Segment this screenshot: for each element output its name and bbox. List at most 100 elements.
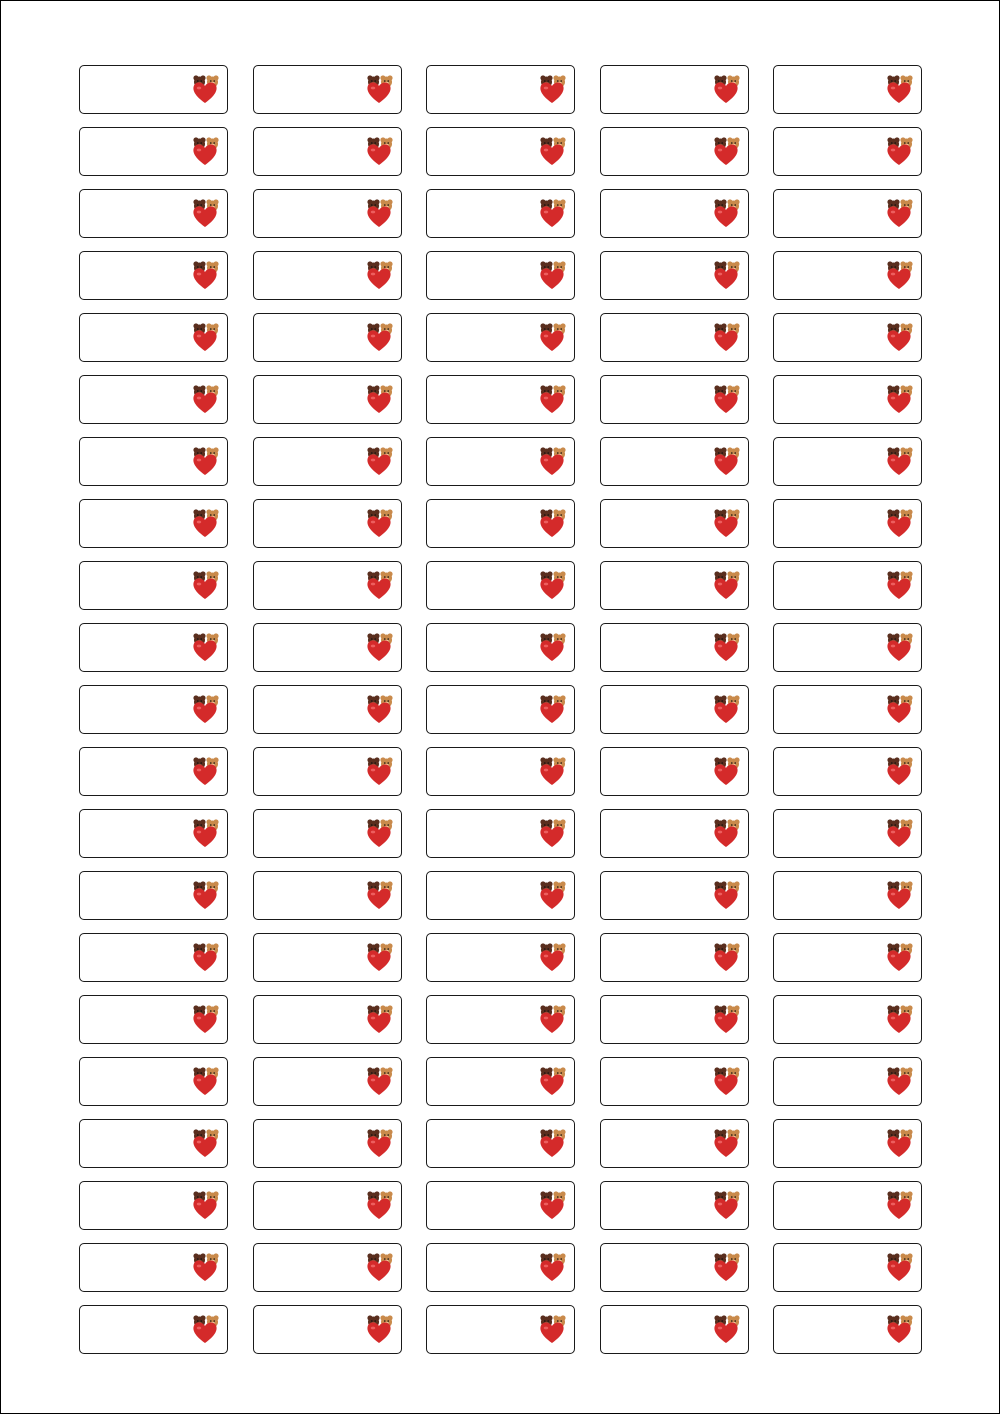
label-cell xyxy=(773,1057,922,1106)
label-cell xyxy=(79,1119,228,1168)
label-cell xyxy=(79,995,228,1044)
label-cell xyxy=(252,313,402,362)
label-cell xyxy=(252,1305,402,1354)
label-cell xyxy=(426,1181,575,1230)
label-cell xyxy=(426,871,575,920)
label-cell xyxy=(773,1181,922,1230)
label-grid xyxy=(79,65,922,1354)
label-cell xyxy=(599,995,749,1044)
label-cell xyxy=(252,809,402,858)
label-cell xyxy=(599,127,749,176)
label-cell xyxy=(773,251,922,300)
label-cell xyxy=(252,189,402,238)
label-cell xyxy=(252,437,402,486)
label-cell xyxy=(426,561,575,610)
label-cell xyxy=(599,1181,749,1230)
label-cell xyxy=(79,1243,228,1292)
label-cell xyxy=(599,1243,749,1292)
label-cell xyxy=(426,933,575,982)
label-cell xyxy=(252,933,402,982)
label-cell xyxy=(426,995,575,1044)
label-cell xyxy=(252,499,402,548)
label-cell xyxy=(426,809,575,858)
label-cell xyxy=(252,251,402,300)
label-cell xyxy=(252,375,402,424)
label-cell xyxy=(252,1181,402,1230)
label-cell xyxy=(79,809,228,858)
label-cell xyxy=(773,747,922,796)
label-cell xyxy=(599,1057,749,1106)
label-cell xyxy=(426,437,575,486)
label-cell xyxy=(252,623,402,672)
label-cell xyxy=(252,127,402,176)
label-cell xyxy=(252,1119,402,1168)
label-cell xyxy=(773,65,922,114)
label-cell xyxy=(426,747,575,796)
label-cell xyxy=(773,933,922,982)
label-cell xyxy=(773,809,922,858)
label-cell xyxy=(79,65,228,114)
label-cell xyxy=(79,499,228,548)
label-cell xyxy=(599,65,749,114)
label-cell xyxy=(599,623,749,672)
label-cell xyxy=(599,499,749,548)
label-cell xyxy=(426,189,575,238)
label-cell xyxy=(79,437,228,486)
label-cell xyxy=(773,437,922,486)
label-cell xyxy=(79,189,228,238)
label-cell xyxy=(79,561,228,610)
label-cell xyxy=(252,685,402,734)
label-cell xyxy=(773,499,922,548)
label-cell xyxy=(773,685,922,734)
label-cell xyxy=(252,1243,402,1292)
label-cell xyxy=(599,313,749,362)
label-cell xyxy=(426,623,575,672)
label-cell xyxy=(426,375,575,424)
label-cell xyxy=(79,871,228,920)
label-cell xyxy=(773,1243,922,1292)
label-cell xyxy=(426,1057,575,1106)
label-cell xyxy=(252,995,402,1044)
label-cell xyxy=(773,561,922,610)
label-cell xyxy=(252,65,402,114)
label-cell xyxy=(252,747,402,796)
label-cell xyxy=(426,65,575,114)
label-cell xyxy=(599,747,749,796)
label-cell xyxy=(599,437,749,486)
label-cell xyxy=(773,375,922,424)
label-cell xyxy=(599,189,749,238)
label-cell xyxy=(252,1057,402,1106)
label-cell xyxy=(426,127,575,176)
label-cell xyxy=(426,313,575,362)
label-cell xyxy=(599,871,749,920)
label-cell xyxy=(599,1305,749,1354)
label-cell xyxy=(426,251,575,300)
label-cell xyxy=(79,251,228,300)
label-cell xyxy=(79,933,228,982)
label-cell xyxy=(773,313,922,362)
label-cell xyxy=(773,623,922,672)
label-cell xyxy=(426,499,575,548)
label-cell xyxy=(426,685,575,734)
label-cell xyxy=(773,995,922,1044)
label-cell xyxy=(599,933,749,982)
label-cell xyxy=(426,1305,575,1354)
label-cell xyxy=(79,623,228,672)
label-cell xyxy=(79,1181,228,1230)
label-cell xyxy=(79,1057,228,1106)
label-cell xyxy=(426,1119,575,1168)
label-cell xyxy=(773,871,922,920)
label-cell xyxy=(599,685,749,734)
label-cell xyxy=(599,809,749,858)
label-cell xyxy=(773,189,922,238)
label-cell xyxy=(252,561,402,610)
label-cell xyxy=(79,747,228,796)
label-cell xyxy=(79,1305,228,1354)
label-cell xyxy=(773,1305,922,1354)
label-cell xyxy=(773,1119,922,1168)
label-cell xyxy=(599,375,749,424)
label-cell xyxy=(426,1243,575,1292)
label-cell xyxy=(79,313,228,362)
label-cell xyxy=(773,127,922,176)
